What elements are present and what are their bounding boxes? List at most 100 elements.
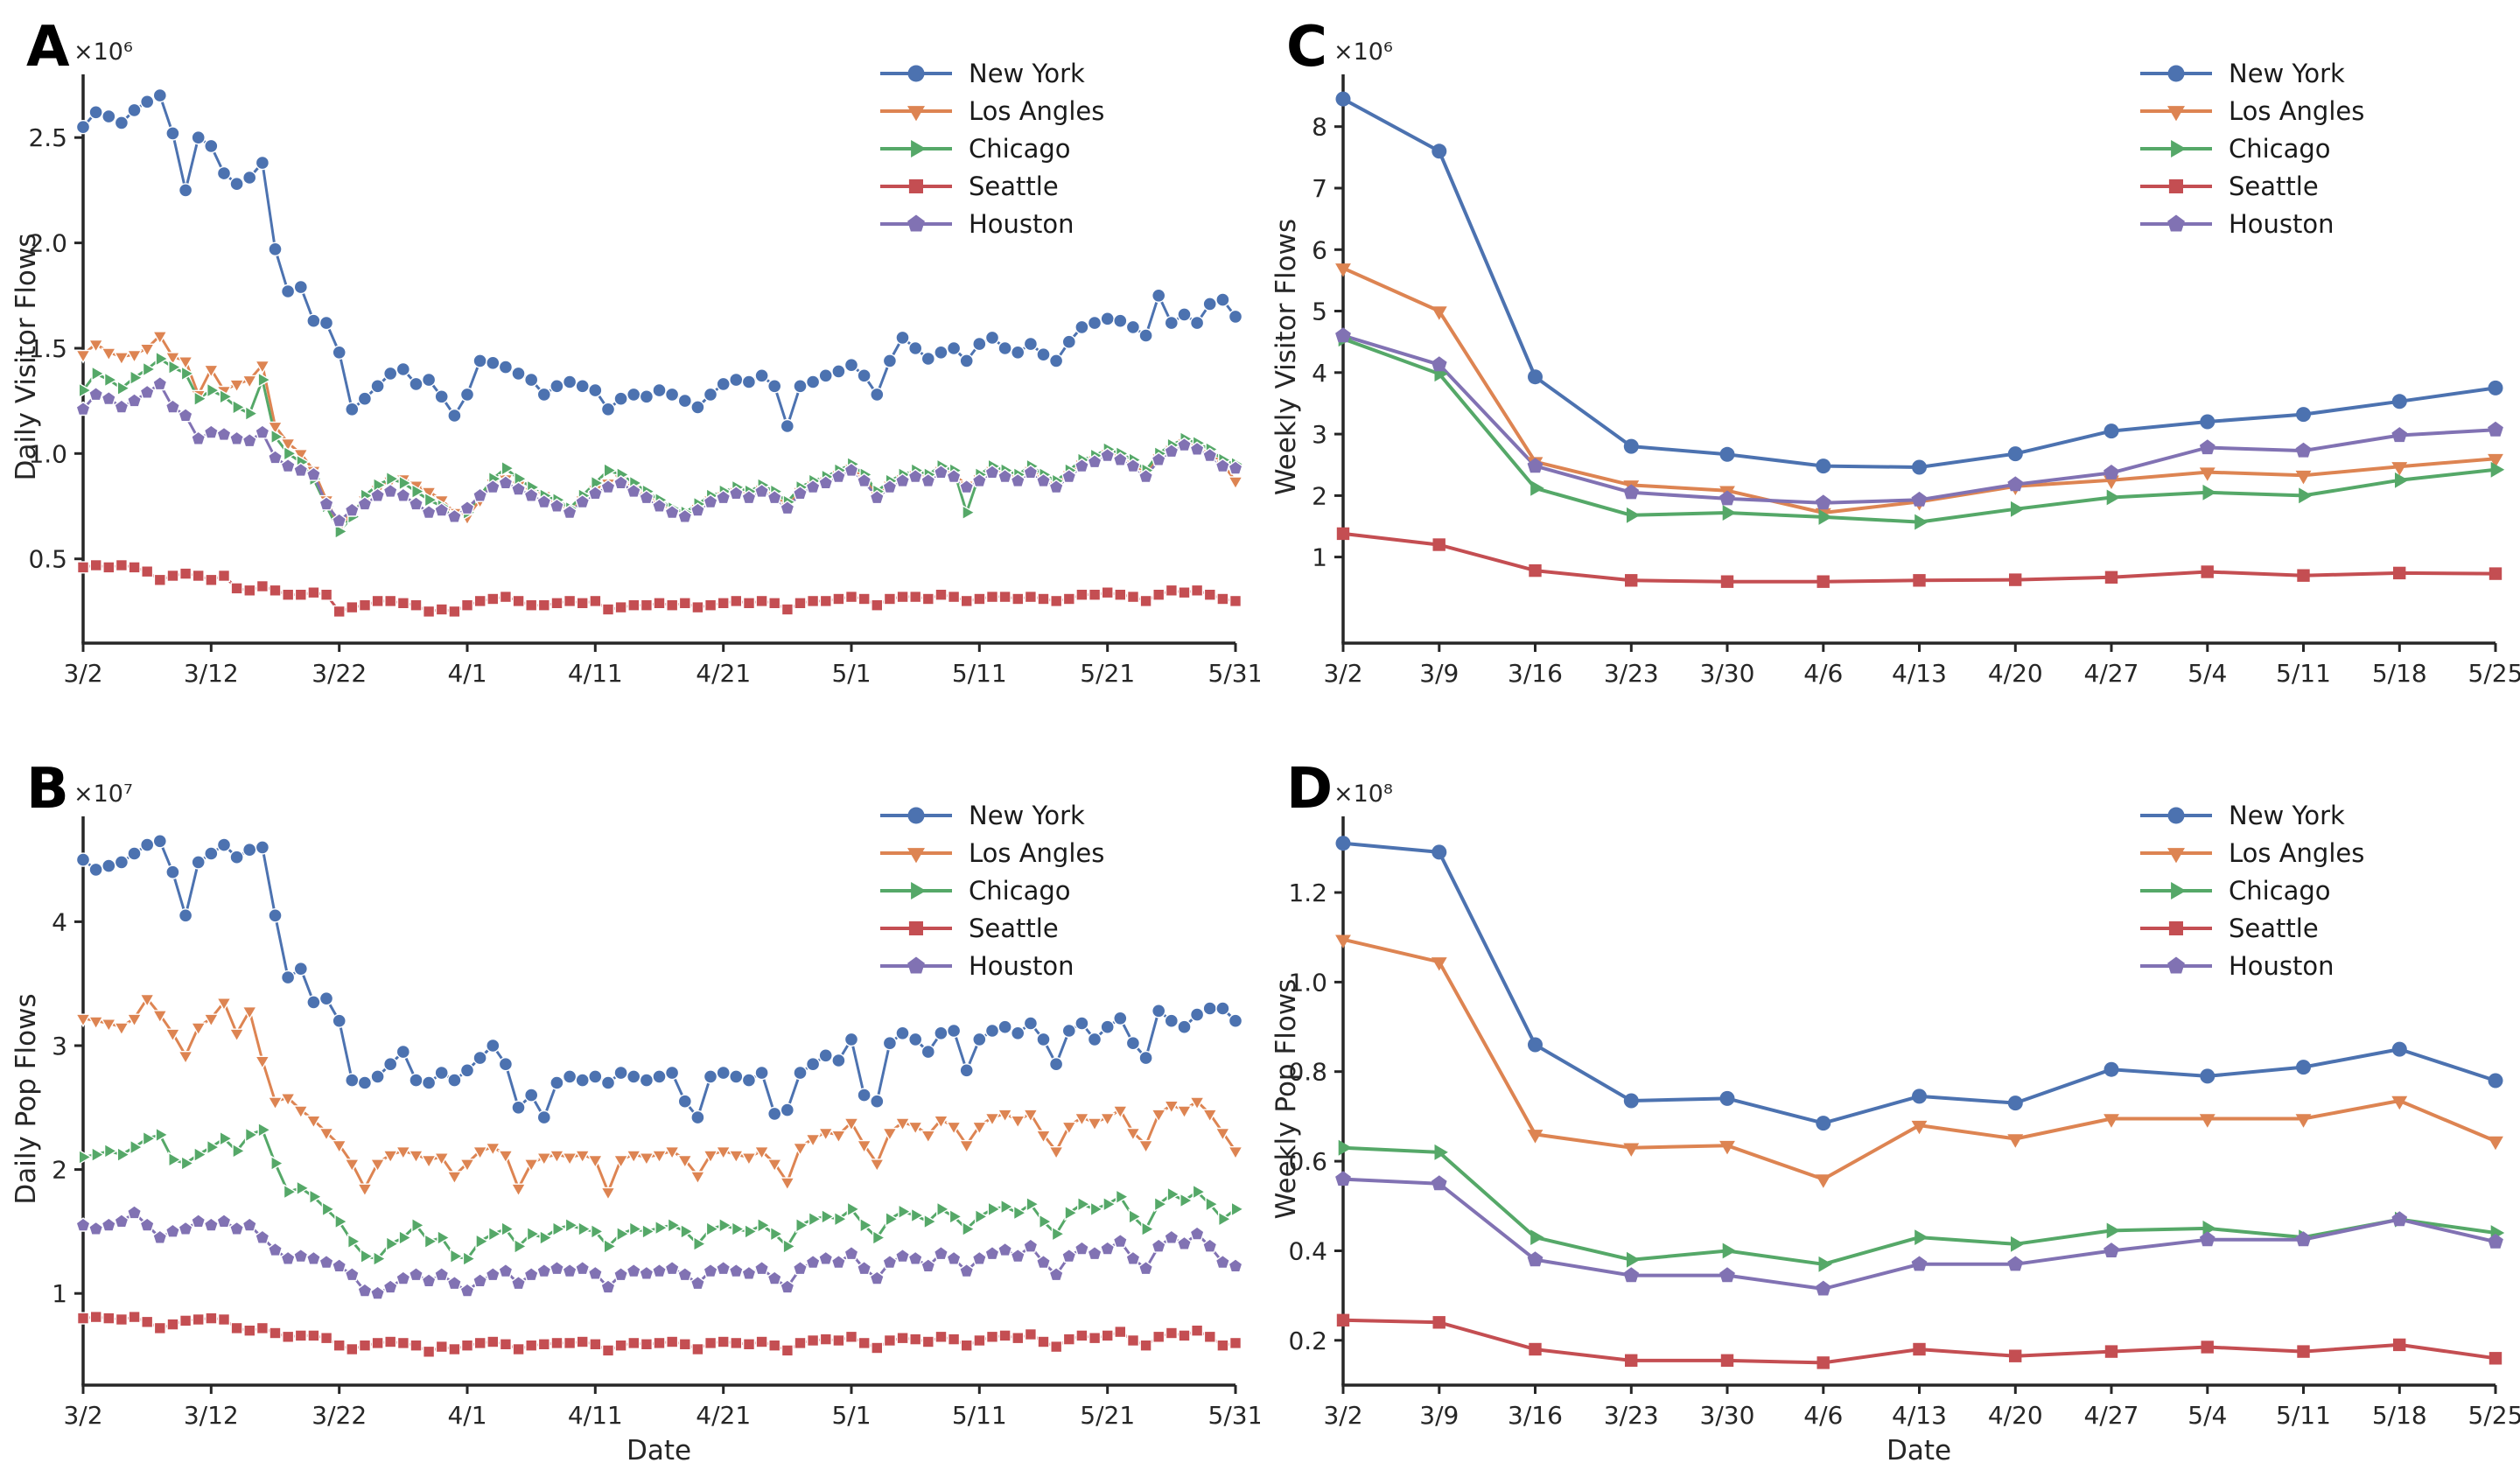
svg-text:5/4: 5/4 — [2188, 659, 2227, 688]
panel-a-plot: 0.5 1.0 1.5 2.0 2.5 3/2 3/12 3/22 4/1 4/11 4/21 5/1… — [28, 74, 1260, 688]
legend-item-los-angles: Los Angles — [877, 834, 1104, 872]
legend-label: Seattle — [2229, 913, 2319, 943]
panel-label-d: D — [1286, 757, 1334, 822]
svg-text:3: 3 — [52, 1032, 67, 1060]
svg-text:3/23: 3/23 — [1604, 1401, 1659, 1430]
svg-text:4/21: 4/21 — [696, 659, 751, 688]
legend-item-new-york: New York — [877, 54, 1104, 92]
panel-d: 0.2 0.4 0.6 0.8 1.0 1.2 3/2 3/9 3/16 3/23 3/30 4/6 4… — [1260, 742, 2520, 1484]
legend-marker-triangle-right-icon — [880, 881, 952, 900]
svg-text:5/11: 5/11 — [952, 659, 1007, 688]
legend-marker-square-icon — [880, 920, 952, 935]
panel-b-plot: 1 2 3 4 3/2 3/12 3/22 4/1 4/11 4/21 5/1 5/11 5/21 5/3… — [52, 816, 1260, 1430]
svg-text:3/22: 3/22 — [312, 1401, 367, 1430]
svg-text:1.0: 1.0 — [1288, 968, 1327, 997]
svg-text:1.2: 1.2 — [1288, 878, 1327, 907]
legend-label: Chicago — [969, 133, 1071, 164]
legend-marker-circle-icon — [880, 807, 952, 823]
y-axis-label-b: Daily Pop Flows — [10, 993, 42, 1205]
legend-item-new-york: New York — [2137, 796, 2364, 834]
svg-text:3/9: 3/9 — [1419, 659, 1459, 688]
legend-label: Chicago — [969, 875, 1071, 906]
svg-text:4/6: 4/6 — [1803, 1401, 1843, 1430]
legend-marker-pentagon-icon — [2140, 214, 2212, 231]
svg-text:3/2: 3/2 — [1323, 1401, 1362, 1430]
svg-text:3/30: 3/30 — [1700, 659, 1755, 688]
svg-text:3/2: 3/2 — [63, 659, 102, 688]
y-axis-offset-a: ×10⁶ — [74, 38, 133, 66]
legend-label: Houston — [969, 950, 1074, 981]
svg-text:5/21: 5/21 — [1080, 1401, 1135, 1430]
x-axis-label-b: Date — [626, 1435, 692, 1466]
legend-label: New York — [2229, 58, 2345, 88]
svg-text:4/11: 4/11 — [568, 1401, 623, 1430]
y-axis-label-c: Weekly Visitor Flows — [1270, 218, 1302, 496]
panel-d-plot: 0.2 0.4 0.6 0.8 1.0 1.2 3/2 3/9 3/16 3/23 3/30 4/6 4… — [1288, 816, 2520, 1430]
y-axis-offset-c: ×10⁶ — [1334, 38, 1393, 66]
legend-marker-triangle-right-icon — [2140, 881, 2212, 900]
svg-text:0.4: 0.4 — [1288, 1237, 1327, 1266]
svg-text:0.5: 0.5 — [28, 545, 67, 574]
panel-c: 1 2 3 4 5 6 7 8 3/2 3/9 3/16 3/23 3/30 4/6 4/13 4/20 4/2… — [1260, 0, 2520, 742]
legend-marker-circle-icon — [2140, 807, 2212, 823]
panel-a: 0.5 1.0 1.5 2.0 2.5 3/2 3/12 3/22 4/1 4/11 4/21 5/1… — [0, 0, 1260, 742]
svg-text:4/13: 4/13 — [1892, 1401, 1947, 1430]
legend-item-seattle: Seattle — [2137, 167, 2364, 205]
svg-text:5/1: 5/1 — [831, 1401, 871, 1430]
legend-a: New York Los Angles Chicago Seattle Houston — [877, 54, 1104, 242]
panel-label-a: A — [26, 15, 70, 80]
svg-text:5/25: 5/25 — [2468, 1401, 2520, 1430]
svg-text:3/16: 3/16 — [1508, 1401, 1563, 1430]
svg-text:2.5: 2.5 — [28, 123, 67, 152]
legend-label: Seattle — [969, 171, 1059, 201]
legend-marker-triangle-right-icon — [880, 139, 952, 158]
svg-text:3/30: 3/30 — [1700, 1401, 1755, 1430]
svg-text:5/31: 5/31 — [1208, 659, 1260, 688]
legend-item-seattle: Seattle — [877, 167, 1104, 205]
svg-text:1: 1 — [1312, 543, 1327, 572]
panel-b: 1 2 3 4 3/2 3/12 3/22 4/1 4/11 4/21 5/1 5/11 5/21 5/3… — [0, 742, 1260, 1484]
svg-text:2: 2 — [1312, 481, 1327, 510]
svg-text:5: 5 — [1312, 298, 1327, 326]
svg-text:3/12: 3/12 — [184, 659, 239, 688]
legend-label: Los Angles — [969, 837, 1105, 868]
svg-text:4/11: 4/11 — [568, 659, 623, 688]
legend-marker-square-icon — [2140, 178, 2212, 193]
legend-marker-triangle-down-icon — [2140, 105, 2212, 121]
svg-text:4/21: 4/21 — [696, 1401, 751, 1430]
svg-text:4/27: 4/27 — [2084, 1401, 2139, 1430]
legend-item-chicago: Chicago — [2137, 130, 2364, 167]
x-axis-label-d: Date — [1886, 1435, 1952, 1466]
svg-text:4/1: 4/1 — [447, 659, 486, 688]
legend-label: Houston — [969, 208, 1074, 239]
legend-marker-square-icon — [2140, 920, 2212, 935]
y-axis-label-a: Daily Visitor Flows — [10, 233, 42, 481]
svg-text:1: 1 — [52, 1279, 67, 1308]
svg-text:4/27: 4/27 — [2084, 659, 2139, 688]
legend-item-houston: Houston — [877, 205, 1104, 242]
svg-text:5/4: 5/4 — [2188, 1401, 2227, 1430]
svg-text:4: 4 — [52, 907, 67, 936]
legend-label: Chicago — [2229, 875, 2331, 906]
svg-text:4/20: 4/20 — [1988, 659, 2043, 688]
svg-text:4/6: 4/6 — [1803, 659, 1843, 688]
legend-marker-pentagon-icon — [880, 214, 952, 231]
legend-item-seattle: Seattle — [877, 909, 1104, 947]
y-axis-offset-b: ×10⁷ — [74, 780, 133, 808]
svg-text:5/1: 5/1 — [831, 659, 871, 688]
legend-item-seattle: Seattle — [2137, 909, 2364, 947]
legend-label: Seattle — [2229, 171, 2319, 201]
panel-c-plot: 1 2 3 4 5 6 7 8 3/2 3/9 3/16 3/23 3/30 4/6 4/13 4/20 4/2… — [1312, 74, 2520, 688]
svg-text:8: 8 — [1312, 113, 1327, 142]
legend-item-houston: Houston — [2137, 205, 2364, 242]
svg-text:3/2: 3/2 — [1323, 659, 1362, 688]
svg-text:4: 4 — [1312, 359, 1327, 388]
legend-marker-triangle-down-icon — [880, 847, 952, 863]
svg-text:3/12: 3/12 — [184, 1401, 239, 1430]
svg-text:4/1: 4/1 — [447, 1401, 486, 1430]
legend-marker-circle-icon — [2140, 65, 2212, 81]
svg-text:5/18: 5/18 — [2372, 1401, 2427, 1430]
legend-label: Seattle — [969, 913, 1059, 943]
y-axis-label-d: Weekly Pop Flows — [1270, 978, 1302, 1220]
svg-text:1.0: 1.0 — [28, 439, 67, 468]
